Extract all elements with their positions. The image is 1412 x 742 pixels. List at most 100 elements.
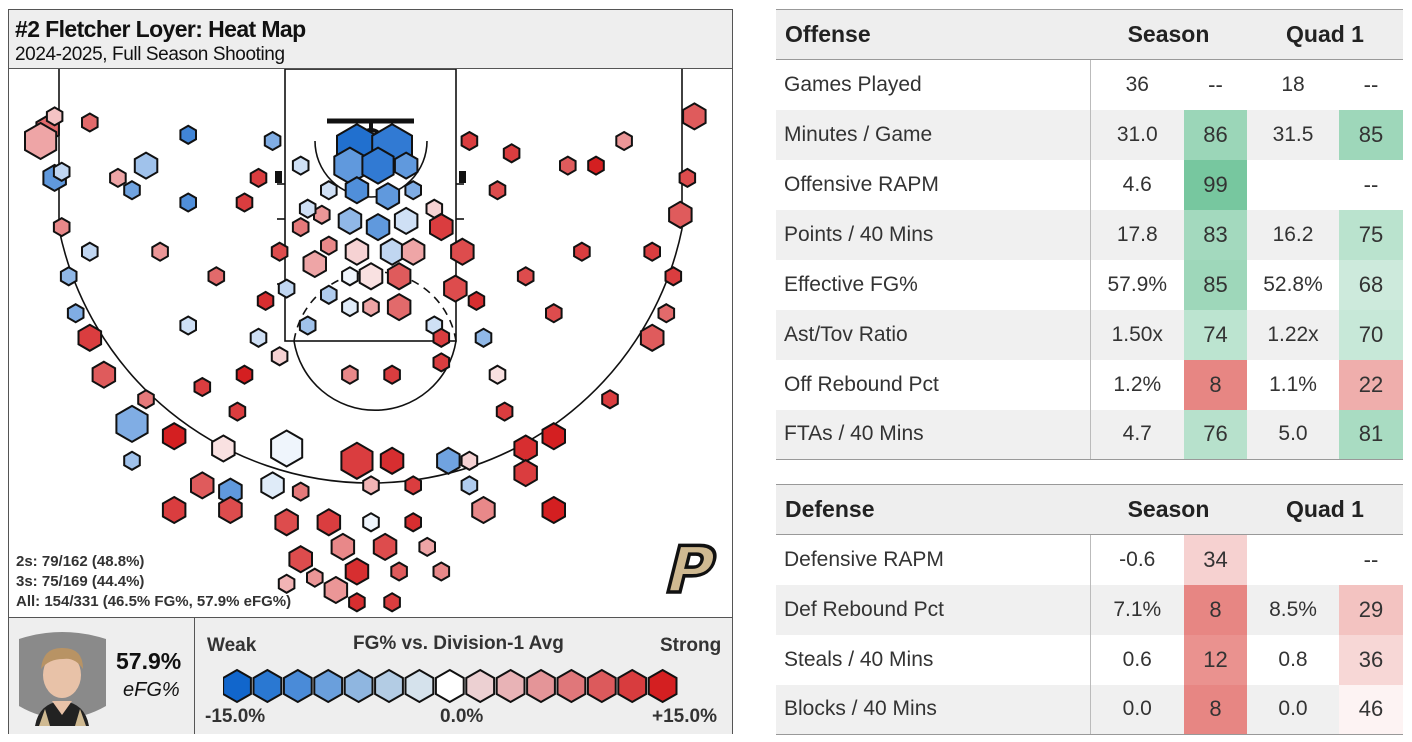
shot-hex <box>298 198 317 219</box>
shot-hex <box>115 404 149 444</box>
shot-hex <box>179 124 197 145</box>
shot-hex <box>207 266 226 287</box>
shot-hex <box>260 471 285 500</box>
shot-hex <box>488 364 507 385</box>
shot-hex <box>190 471 215 500</box>
shot-hex <box>235 192 254 213</box>
shot-hex <box>429 212 454 242</box>
stat-threes: 3s: 75/169 (44.4%) <box>16 573 145 590</box>
defense-row-quad-pct: 36 <box>1339 634 1403 685</box>
offense-col-season: Season <box>1090 9 1247 60</box>
shot-hex <box>418 536 436 558</box>
offense-row-label: Ast/Tov Ratio <box>776 309 1091 360</box>
shot-hex <box>390 561 408 582</box>
logo-letter: P <box>658 534 723 608</box>
offense-row-quad-pct: 68 <box>1339 259 1403 310</box>
defense-rows: Defensive RAPM -0.6 34 -- Def Rebound Pct 7.1… <box>776 534 1403 735</box>
shot-hex <box>404 475 422 496</box>
shot-hex <box>109 167 127 189</box>
offense-row-season: 36 <box>1125 72 1149 96</box>
offense-row-quad: 52.8% <box>1263 272 1323 296</box>
stats-panel: Offense Season Quad 1 Games Played 36 -- 18… <box>776 9 1403 735</box>
offense-row: Effective FG% 57.9% 85 52.8% 68 <box>776 259 1403 310</box>
shot-hex <box>372 532 398 562</box>
shot-hex <box>471 495 496 525</box>
shot-hex <box>24 121 58 161</box>
shot-hex <box>333 146 367 185</box>
shot-hex <box>263 130 282 152</box>
legend-max: +15.0% <box>652 706 717 727</box>
offense-row-quad: 16.2 <box>1247 209 1339 260</box>
offense-row: Off Rebound Pct 1.2% 8 1.1% 22 <box>776 359 1403 410</box>
shot-hex <box>91 360 117 389</box>
defense-table: Defense Season Quad 1 Defensive RAPM -0.6… <box>776 484 1403 735</box>
shot-hex <box>274 508 299 537</box>
offense-row-season-pct: 76 <box>1184 409 1247 460</box>
shot-hex <box>277 573 296 594</box>
shot-hex <box>81 112 99 133</box>
shot-hex <box>52 161 71 182</box>
offense-row-quad: 5.0 <box>1247 409 1339 460</box>
shot-hex <box>460 130 479 152</box>
defense-row-quad-pct: -- <box>1363 546 1379 572</box>
shot-hex <box>123 450 141 471</box>
shot-hex <box>362 296 380 318</box>
defense-col-season: Season <box>1090 484 1247 535</box>
offense-row-quad-pct: -- <box>1363 171 1379 197</box>
shot-hex <box>639 323 665 352</box>
defense-row-season: -0.6 <box>1119 547 1156 571</box>
offense-row-label: FTAs / 40 Mins <box>776 409 1091 460</box>
offense-row: Ast/Tov Ratio 1.50x 74 1.22x 70 <box>776 309 1403 360</box>
shot-hex <box>432 352 451 373</box>
shot-hex <box>235 364 254 385</box>
offense-row-label: Points / 40 Mins <box>776 209 1091 260</box>
defense-row-label: Steals / 40 Mins <box>776 634 1091 685</box>
heat-map-title: #2 Fletcher Loyer: Heat Map <box>15 16 306 42</box>
shot-hex <box>541 422 566 451</box>
legend-hex <box>404 668 435 704</box>
shot-hex <box>320 180 338 201</box>
legend-hex <box>313 668 344 704</box>
defense-row: Blocks / 40 Mins 0.0 8 0.0 46 <box>776 684 1403 735</box>
shot-hex <box>601 389 619 410</box>
shot-hex <box>270 241 289 262</box>
defense-col-quad: Quad 1 <box>1247 484 1403 535</box>
shot-hex <box>436 446 461 475</box>
shot-hex <box>344 557 370 586</box>
shot-hex <box>443 274 468 303</box>
team-logo: P <box>656 532 725 609</box>
shot-hex <box>404 512 422 533</box>
defense-row: Def Rebound Pct 7.1% 8 8.5% 29 <box>776 584 1403 635</box>
defense-row-season-pct: 34 <box>1184 534 1247 585</box>
shot-hex <box>344 176 370 205</box>
defense-row-label: Defensive RAPM <box>776 534 1091 585</box>
shooting-summary: 2s: 79/162 (48.8%) 3s: 75/169 (44.4%) Al… <box>16 552 291 612</box>
defense-row-quad-pct: 46 <box>1339 684 1403 735</box>
legend-hex <box>343 668 374 704</box>
player-box: 57.9% eFG% <box>9 618 195 734</box>
shot-hex <box>179 315 197 336</box>
stat-all: All: 154/331 (46.5% FG%, 57.9% eFG%) <box>16 593 292 610</box>
heat-map-footer: 57.9% eFG% Weak FG% vs. Division-1 Avg S… <box>9 617 732 734</box>
legend-strong: Strong <box>660 635 722 656</box>
shot-hex <box>587 155 605 176</box>
shot-hex <box>386 262 412 291</box>
offense-rows: Games Played 36 -- 18 -- Minutes / Game 31.0 86… <box>776 59 1403 460</box>
shot-hex <box>288 545 313 574</box>
shot-hex <box>337 206 363 236</box>
offense-row-label: Games Played <box>776 59 1091 110</box>
shot-hex <box>161 422 187 451</box>
shot-hex <box>516 266 535 287</box>
legend-hex <box>465 668 496 704</box>
shot-hex <box>450 237 475 266</box>
shot-hex <box>432 327 451 348</box>
shot-hex <box>341 266 359 287</box>
offense-row-season-pct: 8 <box>1184 359 1247 410</box>
legend-hex <box>556 668 587 704</box>
shot-hex <box>678 167 697 189</box>
offense-row-quad-pct: 85 <box>1339 109 1403 160</box>
offense-row-label: Minutes / Game <box>776 109 1091 160</box>
offense-row-quad-pct: 81 <box>1339 409 1403 460</box>
shot-hex <box>393 206 419 236</box>
shot-hex <box>270 429 304 468</box>
